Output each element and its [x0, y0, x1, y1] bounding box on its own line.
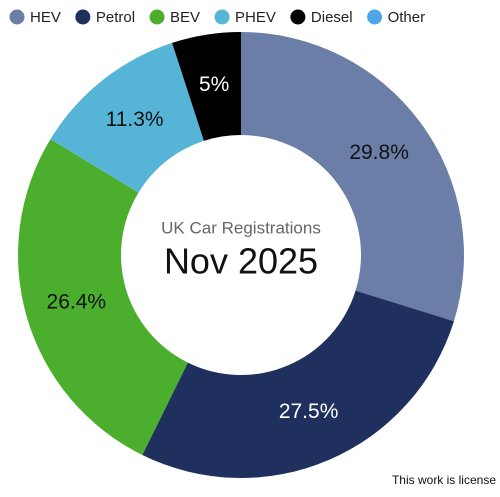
legend-marker: [75, 9, 91, 25]
slice-label: 26.4%: [47, 290, 107, 313]
slice-label: 27.5%: [279, 400, 339, 423]
legend-marker: [367, 9, 383, 25]
slice: [50, 42, 204, 193]
slice: [172, 32, 241, 141]
slice-label: 29.8%: [349, 141, 409, 164]
legend-label: Other: [388, 9, 426, 26]
chart-title: UK Car Registrations: [161, 218, 321, 237]
legend-label: HEV: [30, 9, 61, 26]
slice: [241, 32, 464, 322]
slice-label: 5%: [199, 73, 229, 96]
footer: This work is license: [392, 473, 496, 487]
legend-marker: [214, 9, 230, 25]
slice: [142, 290, 454, 479]
legend-label: BEV: [170, 9, 200, 26]
slices: [17, 32, 464, 479]
legend-label: PHEV: [235, 9, 276, 26]
legend-label: Diesel: [311, 9, 353, 26]
legend-marker: [149, 9, 165, 25]
slice-label: 11.3%: [106, 108, 164, 131]
chart-subtitle: Nov 2025: [164, 241, 318, 282]
legend-marker: [290, 9, 306, 25]
slice: [17, 139, 188, 455]
legend-label: Petrol: [96, 9, 135, 26]
legend-marker: [9, 9, 25, 25]
